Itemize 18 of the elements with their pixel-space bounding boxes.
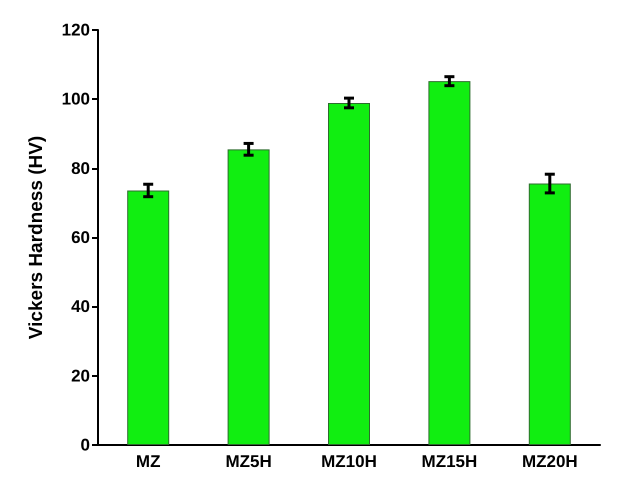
y-tick-label: 120 bbox=[62, 20, 90, 40]
x-tick-label: MZ20H bbox=[522, 452, 578, 471]
bar bbox=[228, 149, 270, 445]
y-tick-label: 60 bbox=[71, 228, 90, 247]
y-tick-label: 40 bbox=[71, 297, 90, 316]
y-tick-label: 100 bbox=[62, 90, 90, 109]
bar bbox=[127, 190, 170, 445]
x-tick-label: MZ15H bbox=[422, 452, 478, 471]
bar bbox=[428, 81, 470, 445]
y-tick-label: 80 bbox=[71, 158, 90, 178]
x-tick-label: MZ bbox=[136, 452, 160, 471]
bar bbox=[528, 184, 571, 445]
x-tick-label: MZ10H bbox=[321, 452, 377, 471]
bar bbox=[328, 102, 370, 445]
y-axis-title: Vickers Hardness (HV) bbox=[26, 136, 47, 340]
y-tick-label: 0 bbox=[80, 436, 90, 454]
x-tick-label: MZ5H bbox=[225, 452, 272, 471]
y-tick-label: 20 bbox=[71, 366, 90, 386]
